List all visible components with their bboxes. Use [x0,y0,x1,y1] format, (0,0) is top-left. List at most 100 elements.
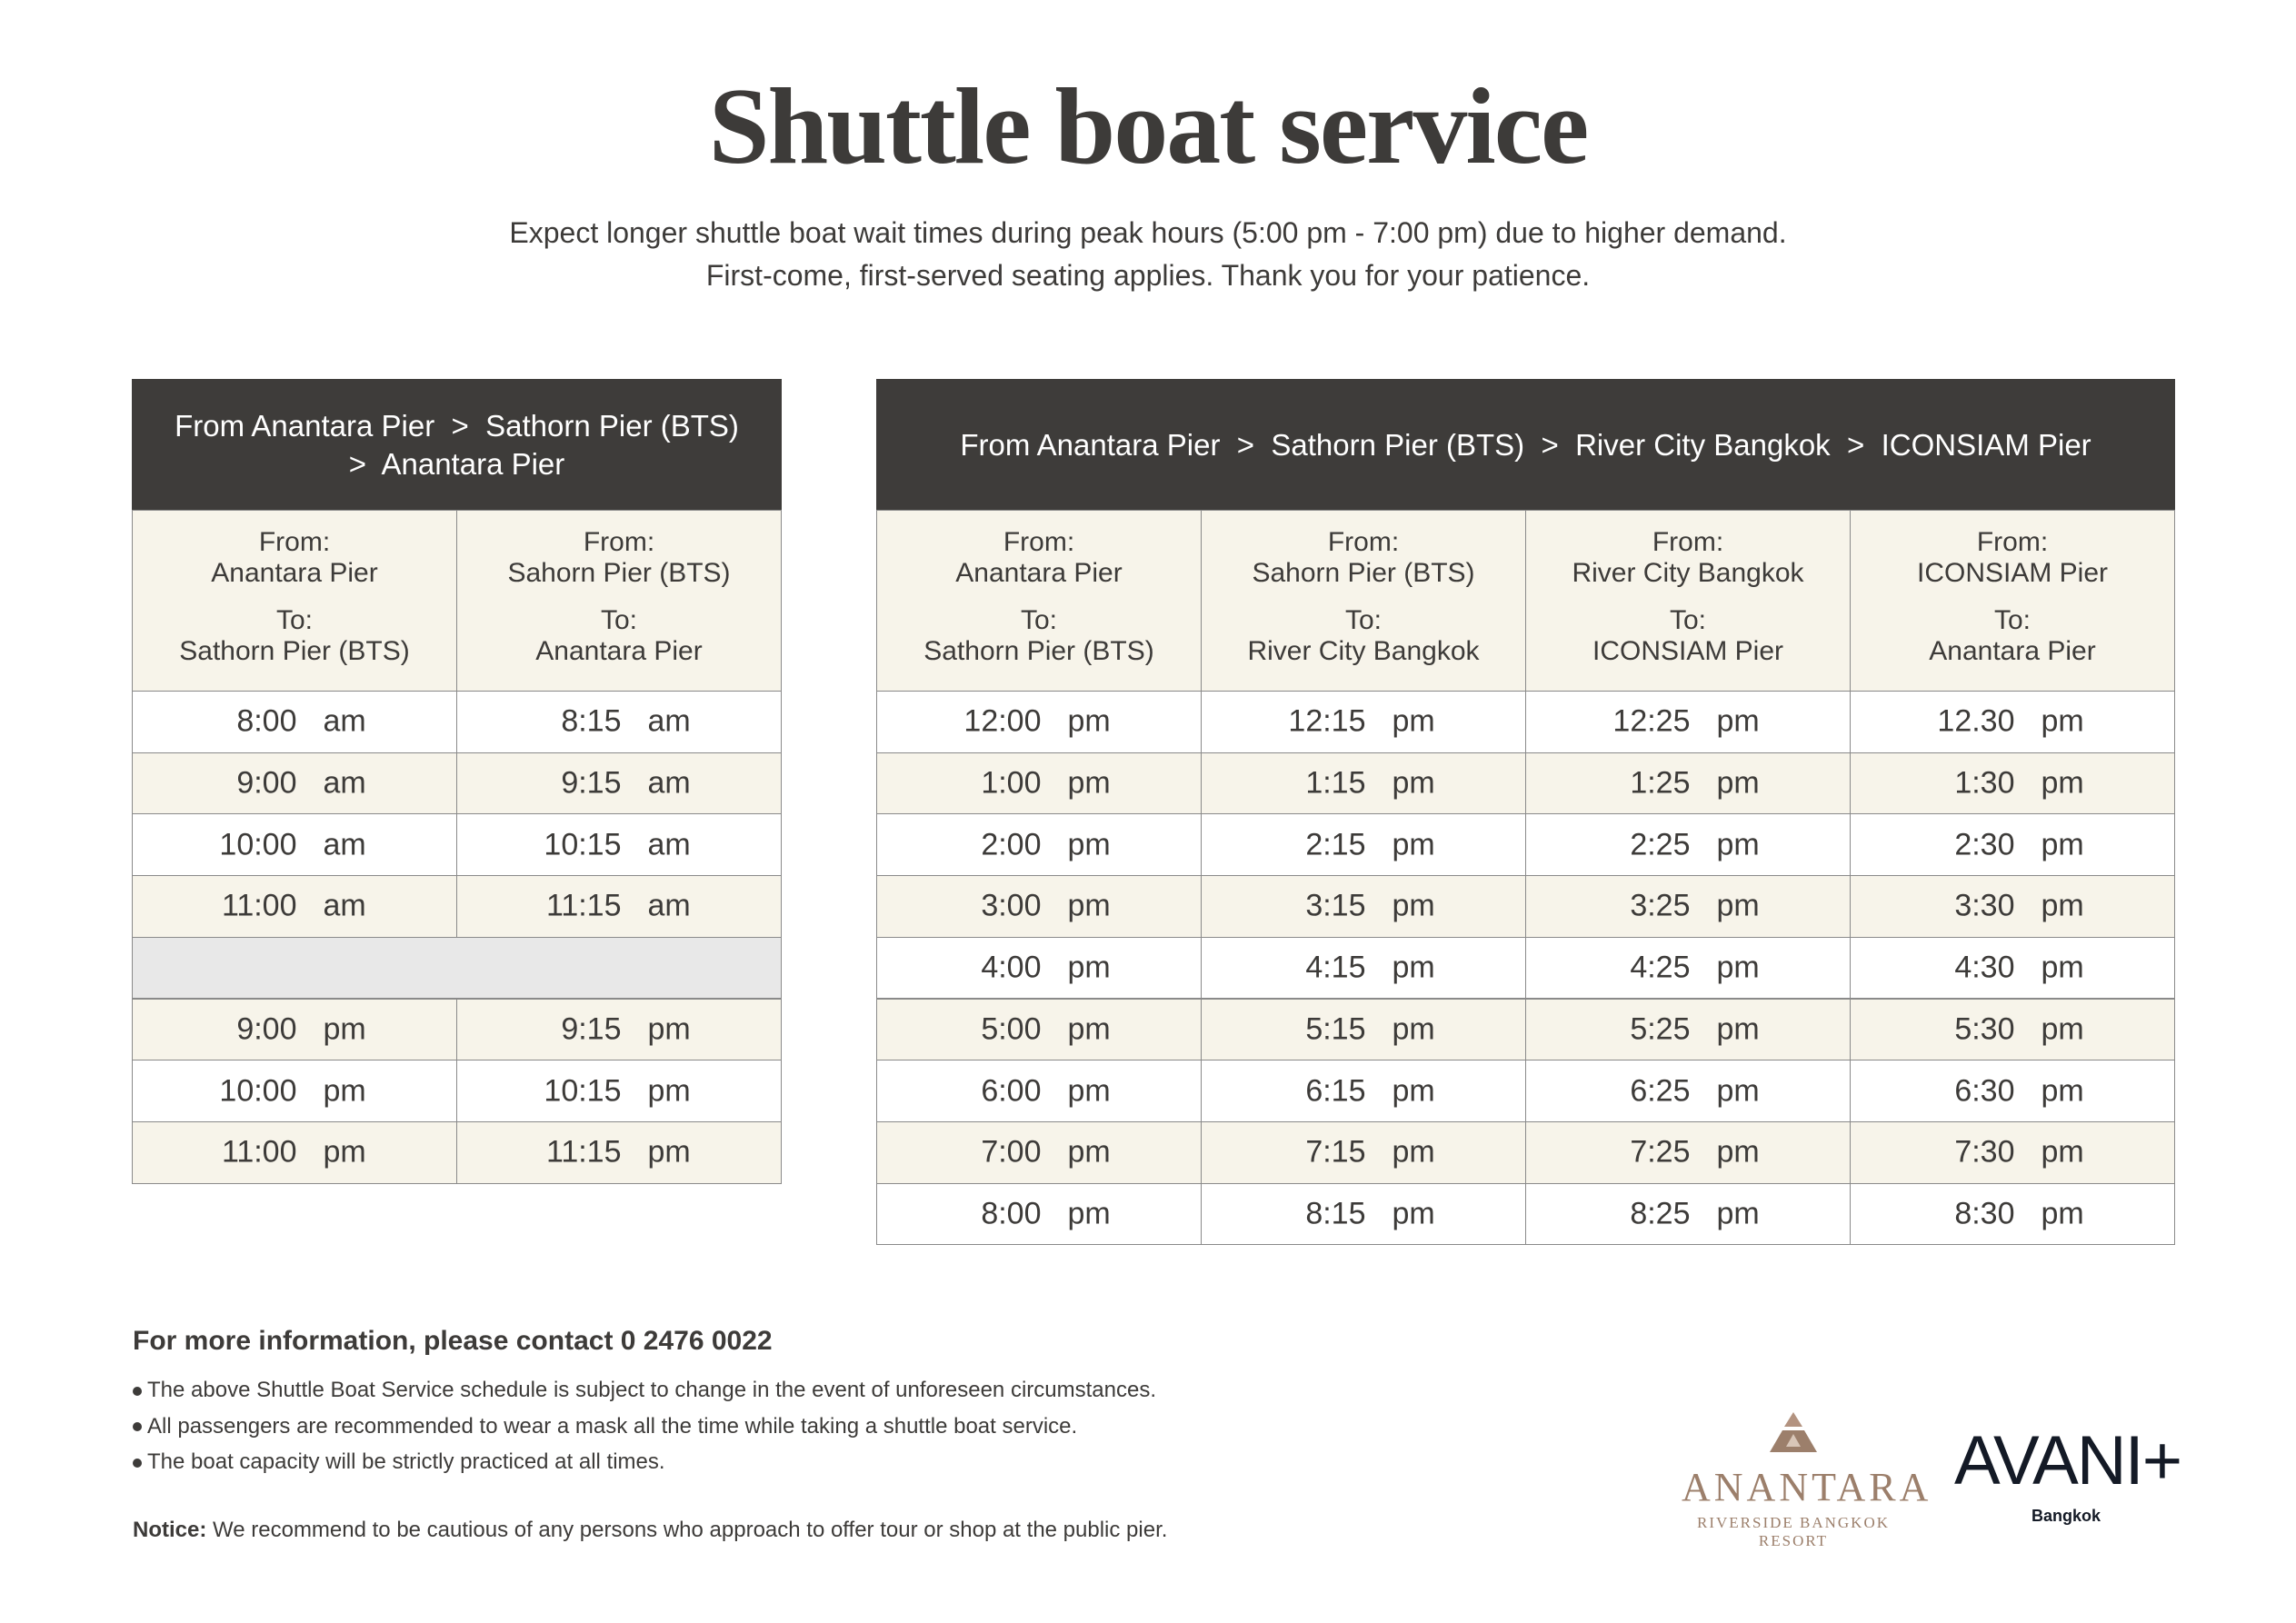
time: 11:00 [221,1134,297,1170]
time-cell: 1:00 pm [876,752,1202,815]
period: pm [1067,1196,1111,1231]
period: pm [1716,1011,1760,1047]
period: pm [2041,765,2084,801]
period: pm [1716,1196,1760,1231]
time: 4:30 [1954,950,2015,985]
time: 10:00 [219,1073,297,1109]
gap [1202,589,1525,605]
time-cell: 8:30 pm [1850,1182,2175,1246]
time-cell: 12.30 pm [1850,691,2175,753]
period: am [647,888,691,923]
column-header: From: ICONSIAM Pier To: Anantara Pier [1850,510,2175,692]
column-header: From: River City Bangkok To: ICONSIAM Pier [1525,510,1851,692]
period: pm [1392,950,1435,985]
period: am [323,827,366,862]
time: 9:00 [236,765,297,801]
time: 1:00 [981,765,1042,801]
time: 12.30 [1937,703,2015,739]
period: am [323,703,366,739]
time: 8:00 [236,703,297,739]
time: 12:00 [963,703,1042,739]
column-header: From: Anantara Pier To: Sathorn Pier (BTS) [876,510,1202,692]
period: pm [2041,1196,2084,1231]
time-cell: 8:00 pm [876,1182,1202,1246]
time: 8:15 [561,703,622,739]
period: pm [323,1073,366,1109]
to-label: To: [1020,605,1058,635]
time: 4:15 [1305,950,1366,985]
from-label: From: [1327,527,1400,557]
time: 1:15 [1305,765,1366,801]
time: 2:00 [981,827,1042,862]
time-cell: 4:15 pm [1201,936,1526,1000]
to-stop: Anantara Pier [1929,636,2096,666]
table-header: From Anantara Pier > Sathorn Pier (BTS) >… [132,379,782,511]
time-cell: 6:00 pm [876,1060,1202,1122]
time-cell: 5:00 pm [876,998,1202,1061]
period: pm [647,1073,691,1109]
time-cell: 12:15 pm [1201,691,1526,753]
time: 4:25 [1630,950,1691,985]
time: 2:30 [1954,827,2015,862]
time: 3:15 [1305,888,1366,923]
time-cell: 12:25 pm [1525,691,1851,753]
time-cell: 4:00 pm [876,936,1202,1000]
time-cell: 7:15 pm [1201,1120,1526,1184]
time-cell: 12:00 pm [876,691,1202,753]
time-cell: 6:30 pm [1850,1060,2175,1122]
time-cell: 3:15 pm [1201,875,1526,938]
time-cell: 1:25 pm [1525,752,1851,815]
time: 1:25 [1630,765,1691,801]
notice-text: We recommend to be cautious of any perso… [213,1518,1168,1542]
from-stop: Sahorn Pier (BTS) [1252,558,1475,588]
notice-label: Notice: [133,1518,207,1542]
time: 10:00 [219,827,297,862]
time: 7:00 [981,1134,1042,1170]
subtitle: First-come, first-served seating applies… [705,259,1591,292]
time-cell: 7:00 pm [876,1120,1202,1184]
period: pm [2041,1011,2084,1047]
to-stop: River City Bangkok [1247,636,1480,666]
period: pm [1067,703,1111,739]
time: 10:15 [544,827,622,862]
period: am [323,888,366,923]
table-header: From Anantara Pier > Sathorn Pier (BTS) … [876,379,2175,511]
time: 2:25 [1630,827,1691,862]
header-line: > Anantara Pier [348,446,565,481]
time-cell: 11:15 am [456,875,782,938]
period: pm [323,1011,366,1047]
anantara-name: ANANTARA [1682,1465,1932,1509]
time: 7:30 [1954,1134,2015,1170]
period: pm [1716,703,1760,739]
time-cell: 2:25 pm [1525,813,1851,877]
period: pm [1392,888,1435,923]
blank-row [132,936,782,1000]
time-cell: 10:00 pm [132,1060,457,1122]
bullet-dot [133,1422,142,1432]
time-cell: 6:25 pm [1525,1060,1851,1122]
gap [1851,589,2174,605]
bullet-text: The above Shuttle Boat Service schedule … [147,1378,1156,1402]
time-cell: 2:30 pm [1850,813,2175,877]
period: pm [1392,1011,1435,1047]
period: pm [323,1134,366,1170]
time-cell: 4:30 pm [1850,936,2175,1000]
time-cell: 9:00 am [132,752,457,815]
bullet-item: The above Shuttle Boat Service schedule … [133,1378,1156,1403]
avani-logo: AVANI+ Bangkok [1954,1425,2182,1526]
anantara-logo: ANANTARA RIVERSIDE BANGKOK RESORT [1682,1410,1932,1550]
bullet-item: The boat capacity will be strictly pract… [133,1449,665,1475]
period: pm [2041,888,2084,923]
to-stop: Anantara Pier [535,636,703,666]
period: pm [1067,1134,1111,1170]
to-stop: Sathorn Pier (BTS) [923,636,1154,666]
period: pm [1716,950,1760,985]
period: pm [2041,703,2084,739]
time-cell: 1:15 pm [1201,752,1526,815]
time: 4:00 [981,950,1042,985]
from-stop: Anantara Pier [955,558,1123,588]
time: 10:15 [544,1073,622,1109]
gap [1526,589,1850,605]
time-cell: 7:30 pm [1850,1120,2175,1184]
